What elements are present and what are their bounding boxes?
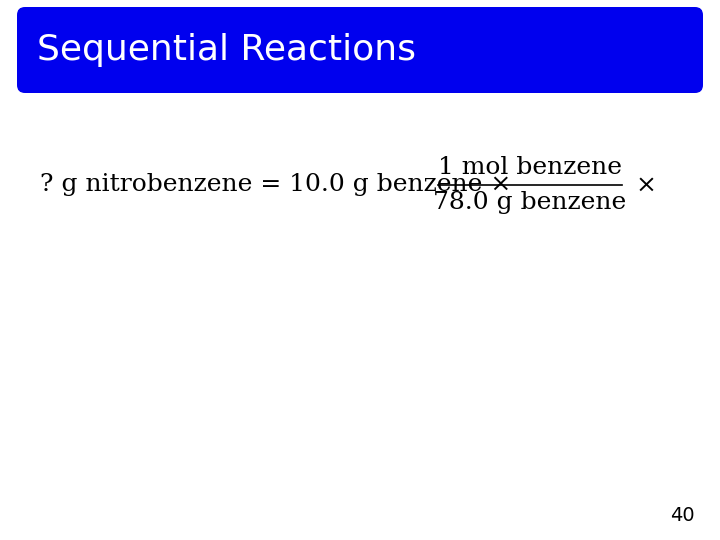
- FancyBboxPatch shape: [17, 7, 703, 93]
- Text: 78.0 g benzene: 78.0 g benzene: [433, 192, 626, 214]
- Text: Sequential Reactions: Sequential Reactions: [37, 33, 416, 67]
- Text: ×: ×: [636, 173, 657, 197]
- Text: 40: 40: [670, 506, 695, 525]
- Text: ? g nitrobenzene = 10.0 g benzene ×: ? g nitrobenzene = 10.0 g benzene ×: [40, 173, 511, 197]
- Text: 1 mol benzene: 1 mol benzene: [438, 156, 622, 179]
